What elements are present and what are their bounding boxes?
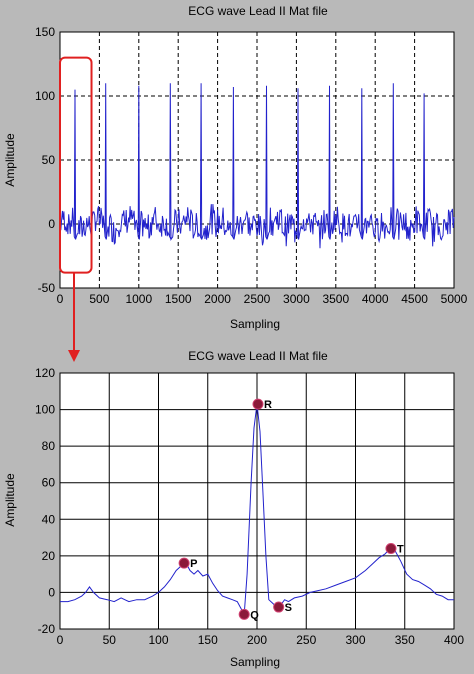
y-tick-label: 20 <box>42 549 56 563</box>
x-tick-label: 400 <box>444 633 464 647</box>
marker-p <box>178 557 190 569</box>
y-tick-label: 40 <box>42 512 56 526</box>
top-ecg-chart: ECG wave Lead II Mat file 0 500 1000 1500 20… <box>3 4 468 331</box>
top-ticks: 0 500 1000 1500 2000 2500 3000 3500 4000 4500 5000… <box>35 25 468 306</box>
y-tick-label: 50 <box>42 153 56 167</box>
bottom-markers: P Q R S T <box>178 398 404 621</box>
y-tick-label: 120 <box>35 366 55 380</box>
bottom-ticks: 0 50 100 150 200 250 300 350 400-200204060801001… <box>35 366 464 647</box>
marker-s <box>273 601 285 613</box>
top-ecg-series-line <box>59 83 455 249</box>
bottom-y-axis-label: Amplitude <box>3 473 17 527</box>
x-tick-label: 200 <box>247 633 267 647</box>
x-tick-label: 3000 <box>283 292 310 306</box>
top-chart-title: ECG wave Lead II Mat file <box>188 4 328 18</box>
x-tick-label: 150 <box>198 633 218 647</box>
bottom-chart-title: ECG wave Lead II Mat file <box>188 349 328 363</box>
x-tick-label: 250 <box>296 633 316 647</box>
y-tick-label: 80 <box>42 439 56 453</box>
y-tick-label: 100 <box>35 89 55 103</box>
x-tick-label: 50 <box>103 633 117 647</box>
callout-arrow-head <box>68 350 80 362</box>
top-x-axis-label: Sampling <box>230 317 280 331</box>
y-tick-label: 150 <box>35 25 55 39</box>
marker-label-q: Q <box>250 609 259 621</box>
bottom-ecg-series-line <box>60 404 454 617</box>
x-tick-label: 0 <box>57 292 64 306</box>
marker-t <box>385 543 397 555</box>
x-tick-label: 300 <box>345 633 365 647</box>
x-tick-label: 5000 <box>441 292 468 306</box>
x-tick-label: 2000 <box>204 292 231 306</box>
bottom-x-axis-label: Sampling <box>230 655 280 669</box>
top-y-axis-label: Amplitude <box>3 133 17 187</box>
x-tick-label: 4500 <box>401 292 428 306</box>
bottom-ecg-chart: ECG wave Lead II Mat file 0 50 100 150 200 25… <box>3 349 464 669</box>
y-tick-label: 100 <box>35 403 55 417</box>
x-tick-label: 1500 <box>165 292 192 306</box>
y-tick-label: -20 <box>38 622 56 636</box>
marker-r <box>252 398 264 410</box>
x-tick-label: 100 <box>148 633 168 647</box>
x-tick-label: 3500 <box>322 292 349 306</box>
bottom-grid <box>60 373 454 629</box>
marker-q <box>238 608 250 620</box>
marker-label-t: T <box>397 544 404 556</box>
y-tick-label: 0 <box>48 585 55 599</box>
x-tick-label: 500 <box>89 292 109 306</box>
x-tick-label: 1000 <box>125 292 152 306</box>
x-tick-label: 2500 <box>244 292 271 306</box>
x-tick-label: 0 <box>57 633 64 647</box>
zoom-callout-arrow <box>68 272 80 362</box>
marker-label-r: R <box>264 399 272 411</box>
marker-label-s: S <box>285 602 292 614</box>
y-tick-label: 60 <box>42 476 56 490</box>
top-highlight-box <box>59 56 93 274</box>
x-tick-label: 4000 <box>362 292 389 306</box>
y-tick-label: 0 <box>48 217 55 231</box>
marker-label-p: P <box>190 558 197 570</box>
y-tick-label: -50 <box>38 281 56 295</box>
x-tick-label: 350 <box>395 633 415 647</box>
